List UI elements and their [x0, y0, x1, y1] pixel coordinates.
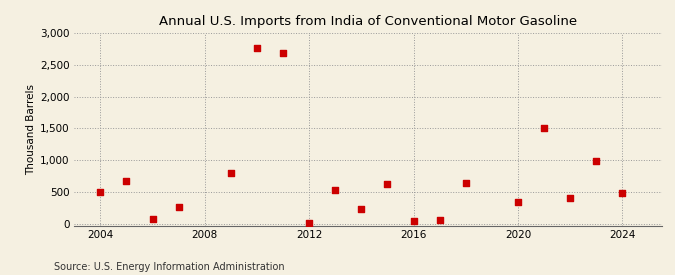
- Point: [304, 221, 315, 225]
- Y-axis label: Thousand Barrels: Thousand Barrels: [26, 84, 36, 175]
- Title: Annual U.S. Imports from India of Conventional Motor Gasoline: Annual U.S. Imports from India of Conven…: [159, 15, 577, 28]
- Point: [434, 218, 445, 223]
- Point: [252, 46, 263, 50]
- Point: [408, 219, 419, 223]
- Point: [277, 51, 288, 56]
- Text: Source: U.S. Energy Information Administration: Source: U.S. Energy Information Administ…: [54, 262, 285, 272]
- Point: [356, 207, 367, 211]
- Point: [617, 191, 628, 195]
- Point: [460, 181, 471, 185]
- Point: [591, 159, 601, 164]
- Point: [225, 171, 236, 176]
- Point: [512, 200, 523, 204]
- Point: [565, 196, 576, 200]
- Point: [330, 188, 341, 192]
- Point: [147, 217, 158, 221]
- Point: [173, 205, 184, 209]
- Point: [95, 190, 106, 194]
- Point: [539, 125, 549, 130]
- Point: [382, 182, 393, 186]
- Point: [121, 179, 132, 183]
